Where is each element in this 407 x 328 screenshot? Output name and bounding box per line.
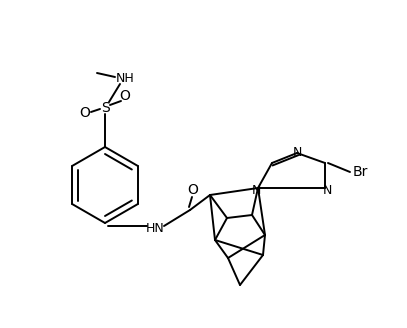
Text: N: N	[322, 183, 332, 196]
Text: O: O	[120, 89, 130, 103]
Text: HN: HN	[146, 221, 164, 235]
Text: Br: Br	[353, 165, 368, 179]
Text: N: N	[251, 184, 261, 197]
Text: O: O	[79, 106, 90, 120]
Text: NH: NH	[116, 72, 134, 85]
Text: O: O	[188, 183, 199, 197]
Text: S: S	[101, 101, 109, 115]
Text: N: N	[292, 147, 302, 159]
